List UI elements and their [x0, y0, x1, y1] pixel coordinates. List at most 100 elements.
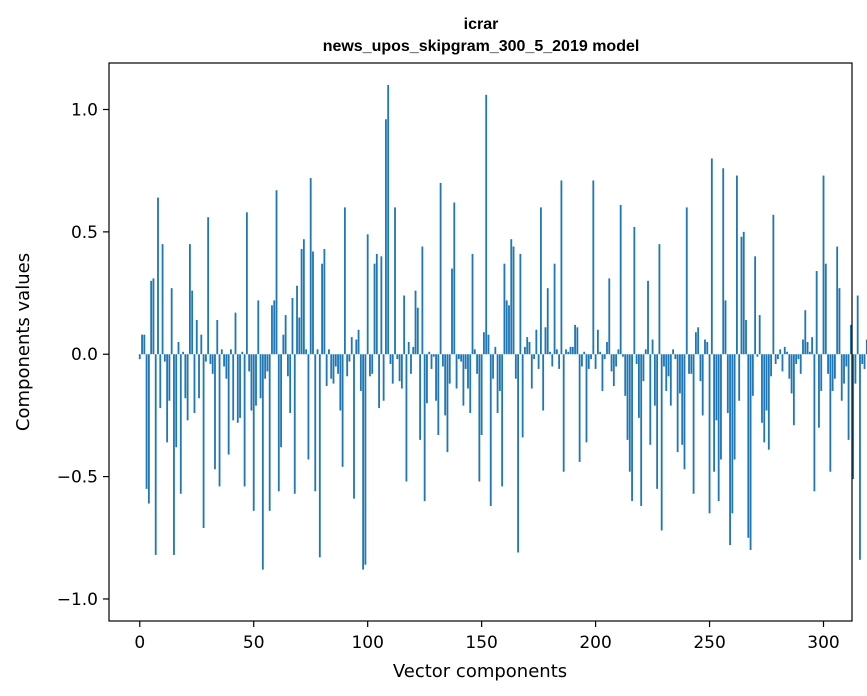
bar-280 [777, 354, 779, 360]
bar-55 [264, 354, 267, 379]
bar-216 [631, 354, 633, 502]
bar-125 [423, 354, 426, 502]
bar-189 [569, 346, 572, 355]
bar-210 [617, 349, 620, 355]
bar-185 [560, 180, 563, 355]
bar-226 [653, 354, 656, 406]
bar-139 [455, 354, 458, 389]
y-tick-label-0: −1.0 [57, 590, 98, 610]
plot-frame [108, 62, 853, 622]
y-tick-label-1: −0.5 [57, 468, 98, 488]
bar-213 [624, 354, 627, 396]
bar-27 [200, 334, 203, 355]
bar-117 [405, 354, 408, 482]
bar-115 [400, 354, 403, 389]
bar-151 [483, 332, 485, 355]
bar-297 [815, 271, 818, 355]
bar-105 [378, 354, 380, 409]
bar-247 [701, 354, 704, 416]
bar-279 [774, 354, 777, 365]
bar-11 [163, 354, 166, 362]
bar-286 [790, 354, 793, 394]
bar-58 [271, 305, 273, 355]
bar-303 [829, 354, 832, 472]
bar-194 [581, 354, 583, 367]
bar-158 [498, 354, 501, 391]
bar-146 [471, 253, 474, 355]
bar-35 [218, 354, 221, 487]
bar-291 [802, 339, 804, 355]
bar-12 [166, 354, 169, 443]
bar-202 [599, 351, 602, 355]
bar-series [138, 85, 867, 570]
bar-137 [451, 268, 453, 355]
bar-288 [795, 354, 798, 365]
bar-54 [261, 354, 264, 570]
bar-138 [453, 202, 456, 355]
bar-85 [332, 354, 335, 384]
bar-240 [685, 207, 688, 355]
bar-82 [325, 354, 328, 387]
bar-234 [672, 349, 674, 355]
bar-260 [731, 354, 734, 514]
bar-99 [364, 354, 367, 565]
bar-19 [182, 351, 184, 355]
bar-29 [204, 354, 207, 362]
bar-8 [157, 197, 159, 355]
bar-111 [391, 354, 394, 384]
bar-278 [772, 214, 775, 355]
bar-135 [446, 354, 449, 453]
bar-132 [439, 182, 442, 355]
bar-300 [822, 175, 825, 355]
bar-277 [770, 354, 772, 377]
bar-123 [419, 354, 422, 440]
bar-204 [603, 354, 606, 360]
bar-23 [191, 290, 194, 355]
bar-266 [745, 319, 747, 355]
bar-284 [786, 351, 788, 355]
y-tick-label-4: 1.0 [71, 101, 98, 121]
bar-287 [792, 354, 795, 426]
bar-203 [601, 354, 604, 391]
bar-67 [291, 297, 294, 355]
bar-81 [323, 249, 326, 355]
bar-316 [859, 354, 861, 560]
bar-49 [250, 354, 253, 411]
bar-2 [143, 334, 146, 355]
bar-131 [437, 354, 440, 435]
bar-5 [150, 280, 153, 355]
x-tick-label-100: 100 [351, 633, 383, 653]
bar-302 [827, 354, 829, 374]
bar-306 [836, 246, 839, 355]
bar-28 [202, 354, 205, 528]
x-tick-label-300: 300 [807, 633, 839, 653]
bar-232 [667, 354, 670, 377]
bar-24 [193, 354, 196, 413]
bar-173 [533, 354, 535, 360]
bar-163 [510, 239, 513, 355]
bar-275 [765, 354, 768, 411]
bar-77 [314, 354, 317, 492]
bar-223 [647, 280, 649, 355]
bar-319 [865, 339, 867, 355]
bar-175 [537, 354, 540, 369]
bar-205 [606, 342, 608, 355]
bar-176 [539, 207, 542, 355]
bar-75 [309, 178, 312, 355]
bar-263 [738, 354, 741, 401]
bar-46 [243, 354, 246, 487]
bar-200 [594, 354, 597, 369]
bar-1 [141, 334, 143, 355]
bar-157 [496, 354, 499, 413]
bar-229 [660, 354, 663, 531]
bar-133 [441, 354, 444, 367]
bar-110 [389, 354, 392, 365]
bar-37 [223, 354, 225, 367]
bar-155 [492, 354, 494, 379]
bar-231 [665, 354, 668, 391]
bar-106 [380, 256, 383, 355]
bar-50 [252, 354, 255, 511]
bar-53 [259, 354, 262, 399]
bar-227 [656, 354, 659, 489]
bar-172 [530, 354, 533, 389]
